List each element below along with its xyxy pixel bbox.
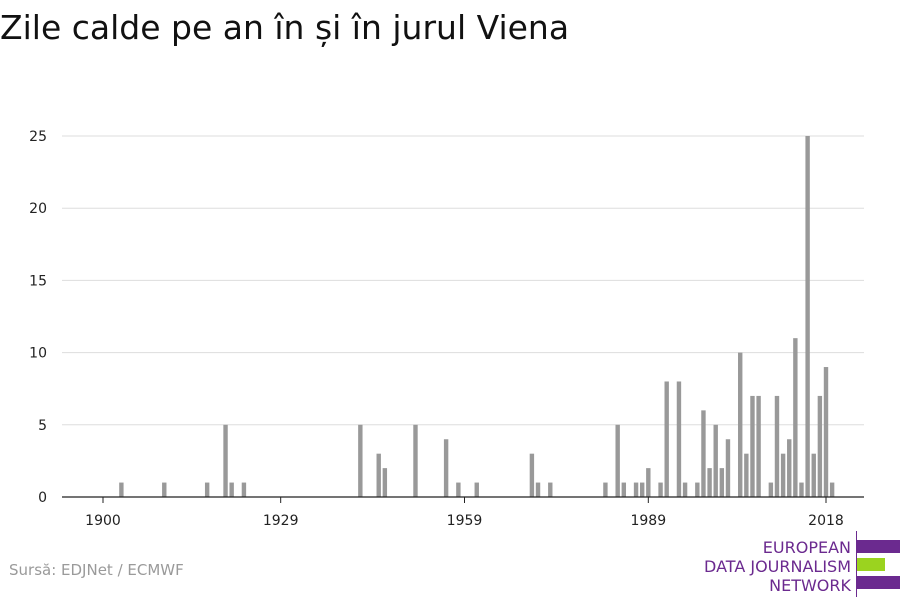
bar xyxy=(817,395,823,497)
bar xyxy=(443,439,449,497)
bar xyxy=(376,453,381,497)
bar xyxy=(805,136,810,497)
bar xyxy=(744,453,749,497)
bar xyxy=(204,482,210,497)
bar xyxy=(676,381,682,497)
bar xyxy=(162,482,167,497)
bar xyxy=(639,482,645,497)
bar xyxy=(664,381,669,497)
bar xyxy=(658,482,663,497)
bar xyxy=(615,424,620,497)
x-tick-label: 2018 xyxy=(808,513,844,529)
bar xyxy=(603,482,608,497)
x-tick-label: 1989 xyxy=(630,513,666,529)
bar xyxy=(695,482,700,497)
bar xyxy=(646,468,651,497)
bar xyxy=(682,482,688,497)
bar xyxy=(793,338,798,497)
bar xyxy=(719,468,725,497)
bar xyxy=(229,482,234,497)
bar xyxy=(621,482,627,497)
bar xyxy=(707,468,712,497)
bar xyxy=(750,395,755,497)
bar xyxy=(768,482,774,497)
y-tick-label: 10 xyxy=(29,346,47,362)
x-tick-label: 1929 xyxy=(263,513,299,529)
bar xyxy=(241,482,247,497)
x-tick-label: 1900 xyxy=(85,513,121,529)
bar xyxy=(787,439,792,497)
bar xyxy=(725,439,731,497)
x-tick-label: 1959 xyxy=(447,513,483,529)
bar xyxy=(358,424,363,497)
bars xyxy=(119,136,835,497)
bar xyxy=(119,482,124,497)
y-tick-label: 15 xyxy=(29,273,47,289)
bar xyxy=(223,424,228,497)
y-tick-label: 20 xyxy=(29,201,47,217)
bar xyxy=(756,395,761,497)
y-tick-label: 25 xyxy=(29,129,47,145)
bar xyxy=(548,482,553,497)
bar xyxy=(713,424,718,497)
bar xyxy=(382,468,388,497)
bar xyxy=(633,482,639,497)
bar xyxy=(456,482,461,497)
bar xyxy=(474,482,479,497)
chart-title: Zile calde pe an în și în jurul Viena xyxy=(0,8,570,47)
bar xyxy=(811,453,816,497)
bar xyxy=(780,453,786,497)
bar xyxy=(413,424,418,497)
bar xyxy=(701,410,706,497)
bar xyxy=(799,482,804,497)
bar xyxy=(529,453,535,497)
bar xyxy=(738,352,743,497)
bar xyxy=(774,395,780,497)
y-tick-label: 5 xyxy=(38,418,47,434)
source-note: Sursă: EDJNet / ECMWF xyxy=(9,561,184,579)
bar xyxy=(535,482,541,497)
gridlines xyxy=(62,135,864,426)
axes: 0 5 10 15 20 25 1900 1929 1959 1989 2018 xyxy=(29,129,864,529)
y-tick-label: 0 xyxy=(38,490,47,506)
bar xyxy=(823,367,829,497)
bar xyxy=(829,482,835,497)
